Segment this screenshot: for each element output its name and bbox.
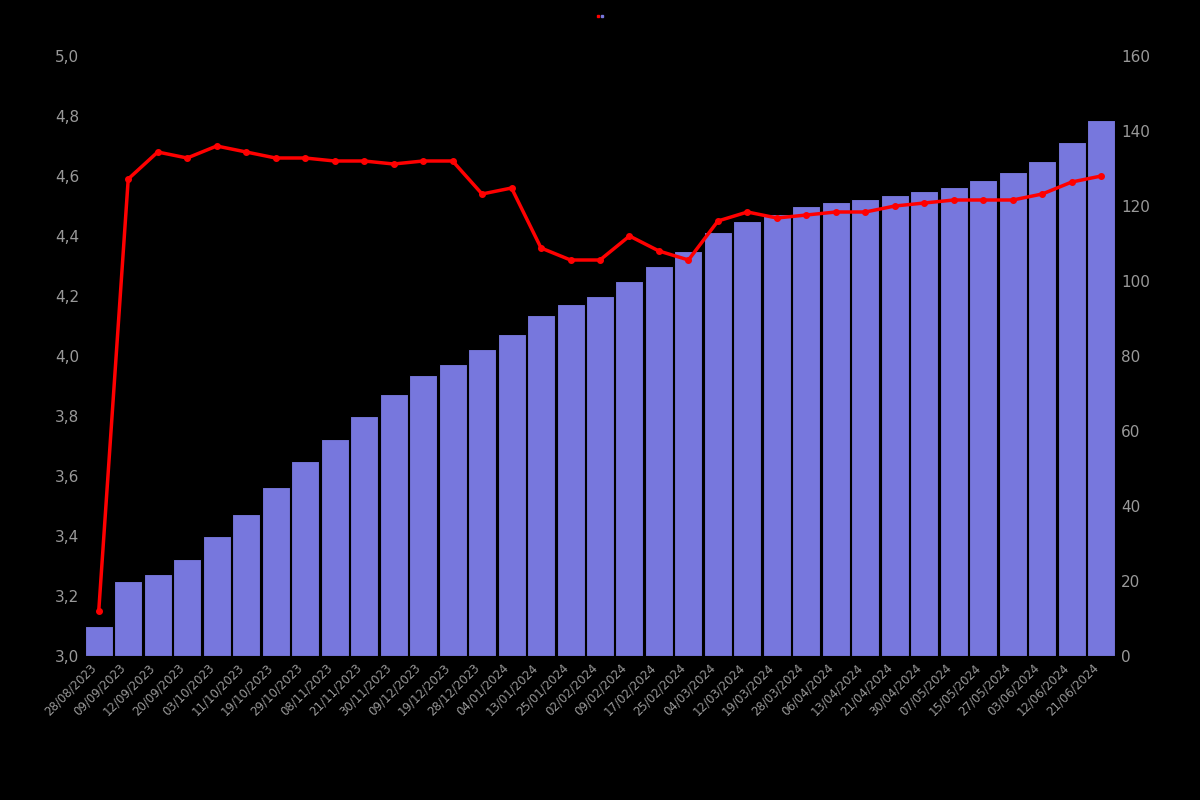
Bar: [350, 416, 378, 656]
Point: [236, 146, 256, 158]
Bar: [292, 461, 319, 656]
Point: [1062, 176, 1081, 189]
Point: [119, 173, 138, 186]
Bar: [822, 202, 850, 656]
Bar: [644, 266, 673, 656]
Bar: [881, 194, 908, 656]
Bar: [733, 221, 762, 656]
Bar: [792, 206, 821, 656]
Point: [738, 206, 757, 218]
Bar: [498, 334, 526, 656]
Bar: [940, 187, 968, 656]
Bar: [557, 303, 584, 656]
Point: [649, 245, 668, 258]
Point: [973, 194, 992, 206]
Bar: [1028, 161, 1056, 656]
Point: [767, 211, 786, 224]
Bar: [438, 363, 467, 656]
Bar: [379, 394, 408, 656]
Point: [325, 154, 344, 167]
Bar: [970, 180, 997, 656]
Point: [532, 242, 551, 254]
Point: [886, 199, 905, 212]
Point: [295, 152, 314, 165]
Bar: [232, 514, 260, 656]
Bar: [468, 349, 496, 656]
Legend: , : ,: [596, 14, 604, 18]
Point: [679, 254, 698, 266]
Bar: [320, 438, 349, 656]
Bar: [674, 251, 702, 656]
Bar: [763, 214, 791, 656]
Point: [797, 209, 816, 222]
Bar: [203, 536, 230, 656]
Point: [827, 206, 846, 218]
Bar: [911, 191, 938, 656]
Bar: [262, 487, 289, 656]
Point: [708, 214, 727, 227]
Bar: [998, 172, 1027, 656]
Point: [414, 154, 433, 167]
Point: [266, 152, 286, 165]
Bar: [586, 296, 614, 656]
Point: [620, 230, 640, 242]
Point: [590, 254, 610, 266]
Point: [443, 154, 462, 167]
Point: [148, 146, 167, 158]
Point: [1003, 194, 1022, 206]
Point: [354, 154, 373, 167]
Point: [914, 197, 934, 210]
Bar: [851, 198, 880, 656]
Point: [1033, 187, 1052, 200]
Point: [856, 206, 875, 218]
Point: [944, 194, 964, 206]
Bar: [616, 281, 643, 656]
Point: [178, 152, 197, 165]
Point: [502, 182, 521, 194]
Point: [473, 187, 492, 200]
Point: [89, 605, 108, 618]
Point: [560, 254, 580, 266]
Bar: [527, 314, 556, 656]
Bar: [85, 626, 113, 656]
Point: [208, 139, 227, 152]
Bar: [409, 374, 437, 656]
Point: [1092, 170, 1111, 182]
Point: [384, 158, 403, 170]
Bar: [144, 574, 172, 656]
Bar: [1087, 120, 1115, 656]
Bar: [704, 232, 732, 656]
Bar: [173, 558, 202, 656]
Bar: [114, 581, 143, 656]
Bar: [1057, 142, 1086, 656]
